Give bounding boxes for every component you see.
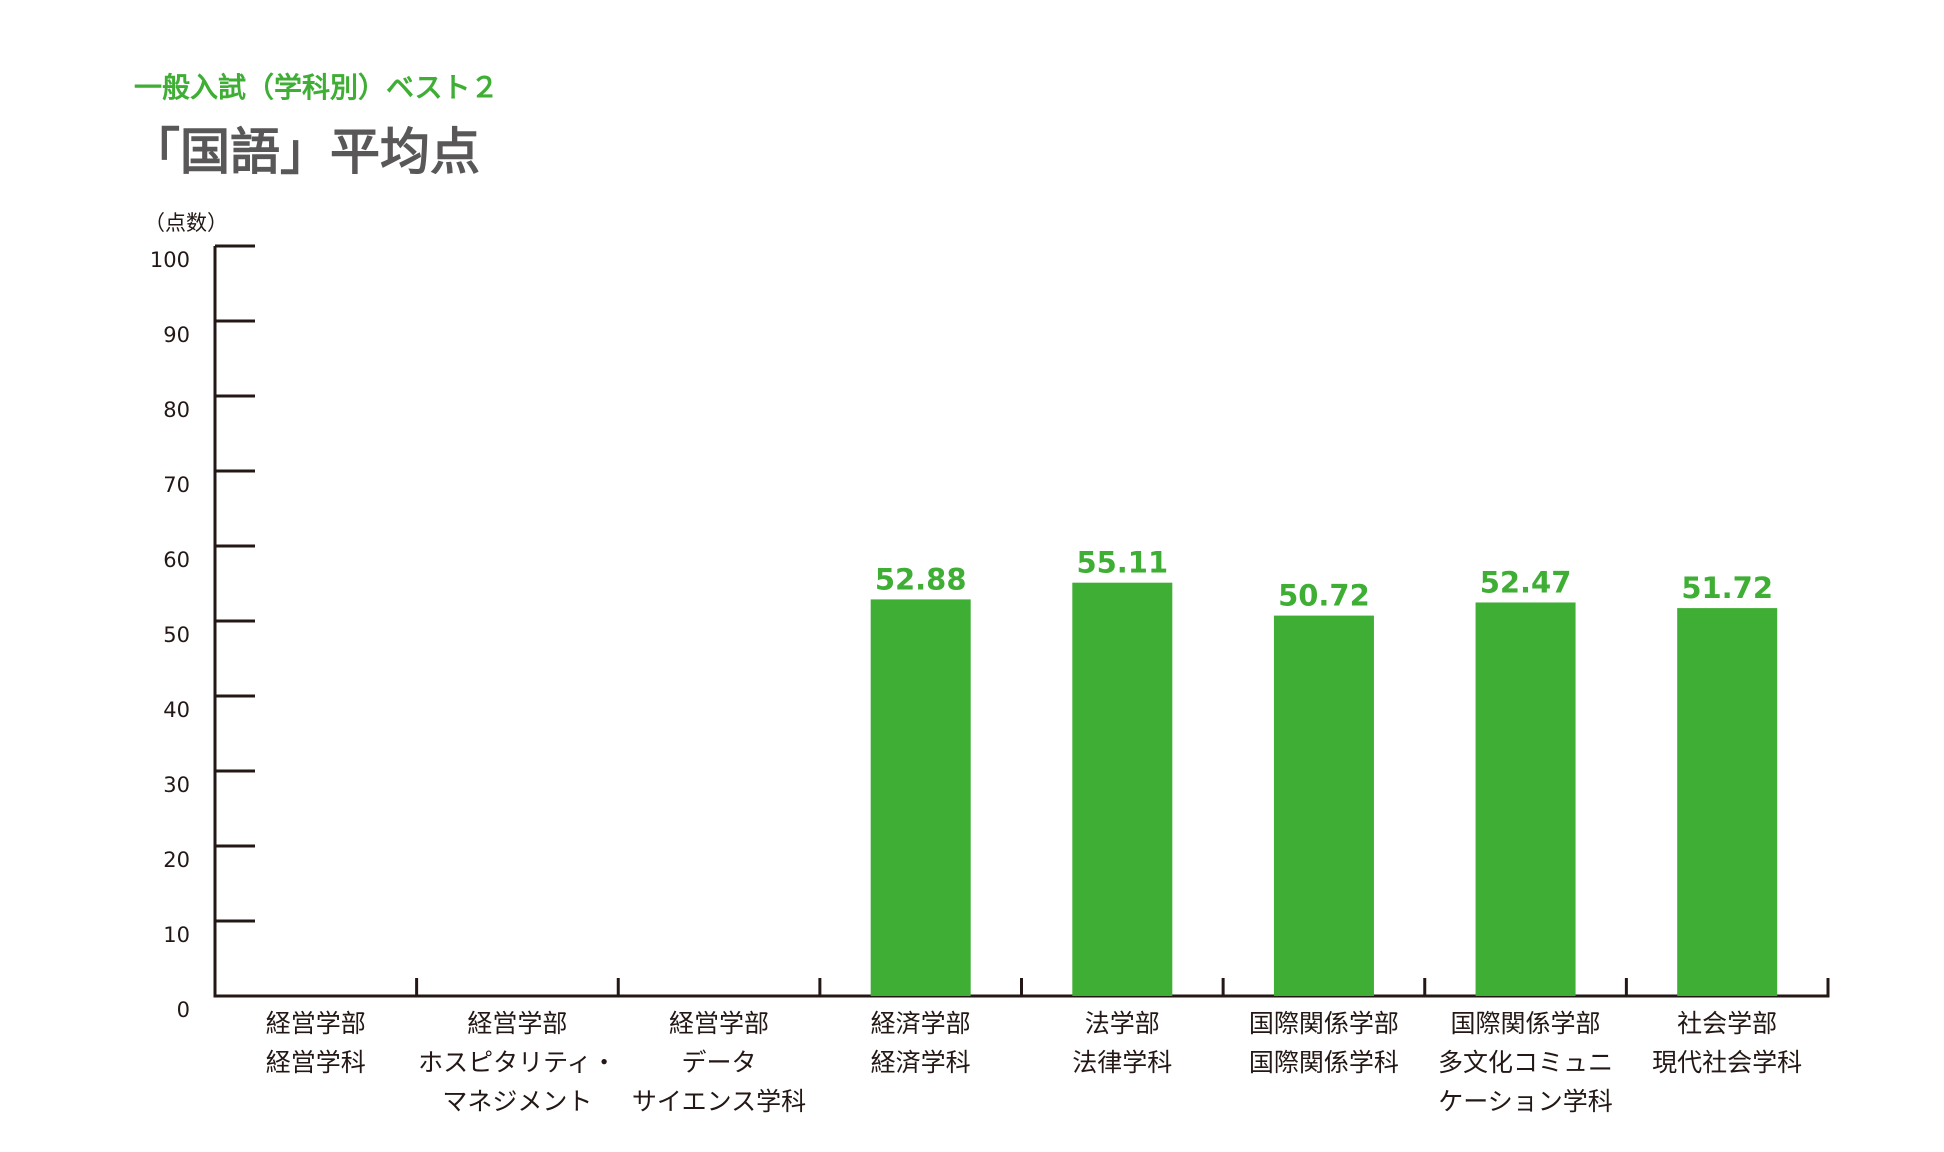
labels: 経営学部経営学科経営学部ホスピタリティ・マネジメント経営学部データサイエンス学科… bbox=[266, 546, 1802, 1116]
bar bbox=[1475, 602, 1576, 996]
x-category-label: 現代社会学科 bbox=[1652, 1048, 1802, 1077]
chart-title: 「国語」平均点 bbox=[130, 123, 480, 181]
bar-value-label: 52.88 bbox=[875, 562, 967, 596]
x-category-label: 国際関係学部 bbox=[1451, 1009, 1601, 1038]
y-tick-label: 50 bbox=[163, 623, 190, 647]
bar bbox=[1072, 582, 1173, 996]
x-category-label: 経済学科 bbox=[871, 1048, 971, 1077]
y-tick-label: 40 bbox=[163, 698, 190, 722]
bar bbox=[1677, 608, 1778, 996]
y-tick-label: 10 bbox=[163, 923, 190, 947]
bar-value-label: 51.72 bbox=[1681, 571, 1773, 605]
x-category-label: 経済学部 bbox=[871, 1009, 971, 1038]
x-category-label: 国際関係学科 bbox=[1249, 1048, 1399, 1077]
bars bbox=[870, 582, 1778, 996]
y-tick-label: 20 bbox=[163, 848, 190, 872]
x-category-label: ケーション学科 bbox=[1438, 1087, 1613, 1116]
bar bbox=[1273, 615, 1374, 996]
x-category-label: 経営学科 bbox=[266, 1048, 366, 1077]
x-category-label: 社会学部 bbox=[1677, 1009, 1777, 1038]
bar-value-label: 52.47 bbox=[1480, 565, 1572, 599]
x-category-label: 法律学科 bbox=[1072, 1048, 1172, 1077]
y-axis-label: （点数） bbox=[144, 211, 228, 235]
axes: 0 10 20 30 40 50 60 70 80 90 100 bbox=[150, 244, 1830, 1022]
x-category-label: データ bbox=[682, 1048, 757, 1077]
y-tick-label: 0 bbox=[177, 998, 190, 1022]
y-tick-label: 60 bbox=[163, 548, 190, 572]
x-category-label: 国際関係学部 bbox=[1249, 1009, 1399, 1038]
x-category-label: 多文化コミュニ bbox=[1438, 1048, 1613, 1077]
x-category-label: ホスピタリティ・ bbox=[418, 1048, 617, 1077]
bar-value-label: 50.72 bbox=[1278, 579, 1370, 613]
x-category-label: マネジメント bbox=[442, 1087, 592, 1116]
y-tick-label: 70 bbox=[163, 473, 190, 497]
x-category-label: サイエンス学科 bbox=[632, 1087, 806, 1116]
x-category-label: 経営学部 bbox=[669, 1009, 769, 1038]
y-tick-label: 100 bbox=[150, 248, 190, 272]
y-tick-label: 30 bbox=[163, 773, 190, 797]
x-category-label: 法学部 bbox=[1085, 1009, 1160, 1038]
chart-subtitle: 一般入試（学科別）ベスト２ bbox=[134, 71, 499, 104]
y-tick-label: 80 bbox=[163, 398, 190, 422]
bar bbox=[870, 599, 971, 996]
x-category-label: 経営学部 bbox=[266, 1009, 366, 1038]
y-tick-label: 90 bbox=[163, 323, 190, 347]
x-category-label: 経営学部 bbox=[467, 1009, 567, 1038]
bar-value-label: 55.11 bbox=[1076, 546, 1168, 580]
